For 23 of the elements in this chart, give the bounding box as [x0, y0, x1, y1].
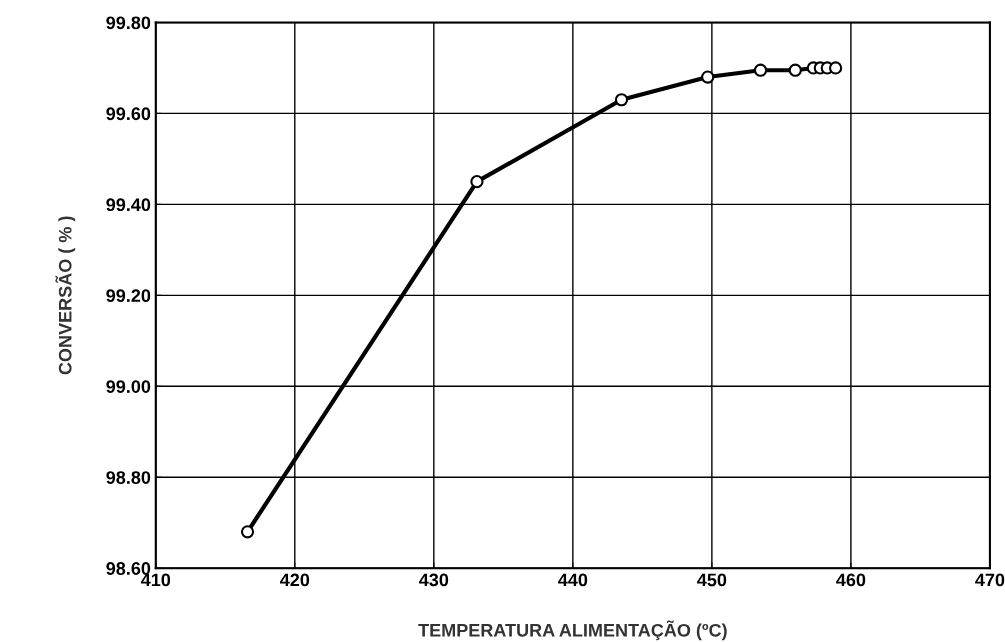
y-tick-label: 99.60 — [106, 107, 151, 121]
point — [788, 63, 802, 77]
x-axis-title: TEMPERATURA ALIMENTAÇÃO (ºC) — [418, 620, 727, 641]
x-tick-label: 430 — [419, 573, 449, 587]
y-tick-label: 98.80 — [106, 471, 151, 484]
x-tick-label: 470 — [975, 573, 1005, 587]
y-axis-title: CONVERSÃO ( % ) — [55, 216, 76, 375]
point — [614, 93, 629, 107]
point — [829, 61, 843, 75]
y-tick-label: 99.80 — [106, 16, 151, 30]
point — [701, 70, 715, 84]
x-tick-label: 450 — [697, 573, 727, 587]
y-tick-label: 99.00 — [106, 380, 151, 393]
x-tick-label: 410 — [140, 573, 171, 587]
point — [753, 63, 768, 77]
y-tick-label: 99.20 — [106, 289, 151, 303]
x-tick-label: 440 — [558, 573, 588, 587]
y-tick-label: 98.60 — [106, 562, 151, 575]
point — [240, 525, 255, 539]
x-tick-label: 420 — [280, 573, 310, 587]
point — [470, 175, 484, 189]
x-tick-label: 460 — [836, 573, 866, 587]
y-tick-label: 99.40 — [106, 198, 151, 212]
